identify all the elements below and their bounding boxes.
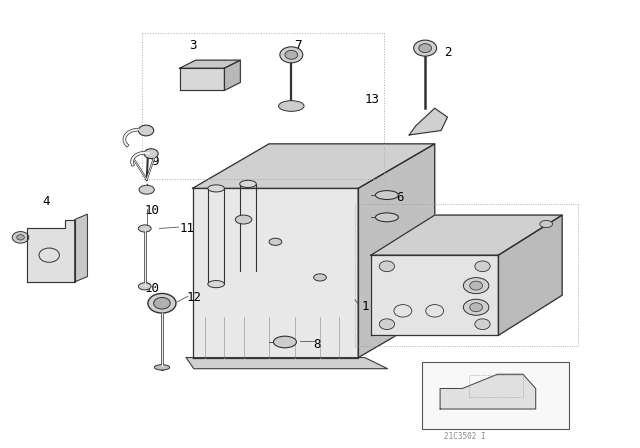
Polygon shape	[371, 215, 562, 255]
Ellipse shape	[208, 185, 225, 192]
Ellipse shape	[17, 235, 24, 240]
Text: 12: 12	[186, 291, 201, 304]
Ellipse shape	[413, 40, 436, 56]
Ellipse shape	[475, 261, 490, 271]
Bar	[422, 362, 568, 429]
Ellipse shape	[138, 225, 151, 232]
Polygon shape	[440, 374, 536, 409]
Ellipse shape	[463, 299, 489, 315]
Polygon shape	[225, 60, 241, 90]
Ellipse shape	[475, 319, 490, 330]
Ellipse shape	[380, 319, 394, 330]
Ellipse shape	[470, 281, 483, 290]
Polygon shape	[409, 108, 447, 135]
Ellipse shape	[208, 280, 225, 288]
Ellipse shape	[314, 274, 326, 281]
Ellipse shape	[376, 213, 398, 222]
Polygon shape	[193, 144, 435, 188]
Ellipse shape	[278, 101, 304, 112]
Text: 6: 6	[396, 191, 404, 204]
Polygon shape	[371, 255, 499, 335]
Text: 5: 5	[27, 244, 35, 257]
Ellipse shape	[154, 297, 170, 309]
Text: 10: 10	[145, 204, 160, 217]
Ellipse shape	[376, 190, 398, 199]
Polygon shape	[186, 358, 388, 369]
Text: 2: 2	[444, 46, 452, 59]
Ellipse shape	[269, 238, 282, 246]
Ellipse shape	[470, 303, 483, 312]
Polygon shape	[193, 188, 358, 358]
Text: 4: 4	[43, 195, 51, 208]
Polygon shape	[27, 220, 75, 282]
Ellipse shape	[154, 365, 170, 370]
Text: 13: 13	[365, 93, 380, 106]
Ellipse shape	[380, 261, 394, 271]
Ellipse shape	[273, 336, 296, 348]
Text: 9: 9	[151, 155, 159, 168]
Polygon shape	[358, 144, 435, 358]
Ellipse shape	[285, 50, 298, 59]
Text: 8: 8	[314, 338, 321, 351]
Text: 7: 7	[294, 39, 302, 52]
Polygon shape	[180, 60, 241, 68]
Text: 21C3502 I: 21C3502 I	[444, 432, 486, 441]
Ellipse shape	[138, 283, 151, 290]
Text: 11: 11	[180, 222, 195, 235]
Ellipse shape	[280, 47, 303, 63]
Ellipse shape	[540, 220, 552, 228]
Ellipse shape	[419, 44, 431, 52]
Ellipse shape	[240, 181, 256, 188]
Ellipse shape	[139, 185, 154, 194]
Ellipse shape	[12, 232, 29, 243]
Text: 10: 10	[145, 282, 160, 295]
Ellipse shape	[144, 149, 158, 159]
Polygon shape	[180, 68, 225, 90]
Ellipse shape	[138, 125, 154, 136]
Polygon shape	[499, 215, 562, 335]
Ellipse shape	[463, 278, 489, 293]
Ellipse shape	[236, 215, 252, 224]
Ellipse shape	[148, 293, 176, 313]
Text: 3: 3	[189, 39, 197, 52]
Text: 1: 1	[362, 300, 369, 313]
Polygon shape	[75, 214, 88, 282]
